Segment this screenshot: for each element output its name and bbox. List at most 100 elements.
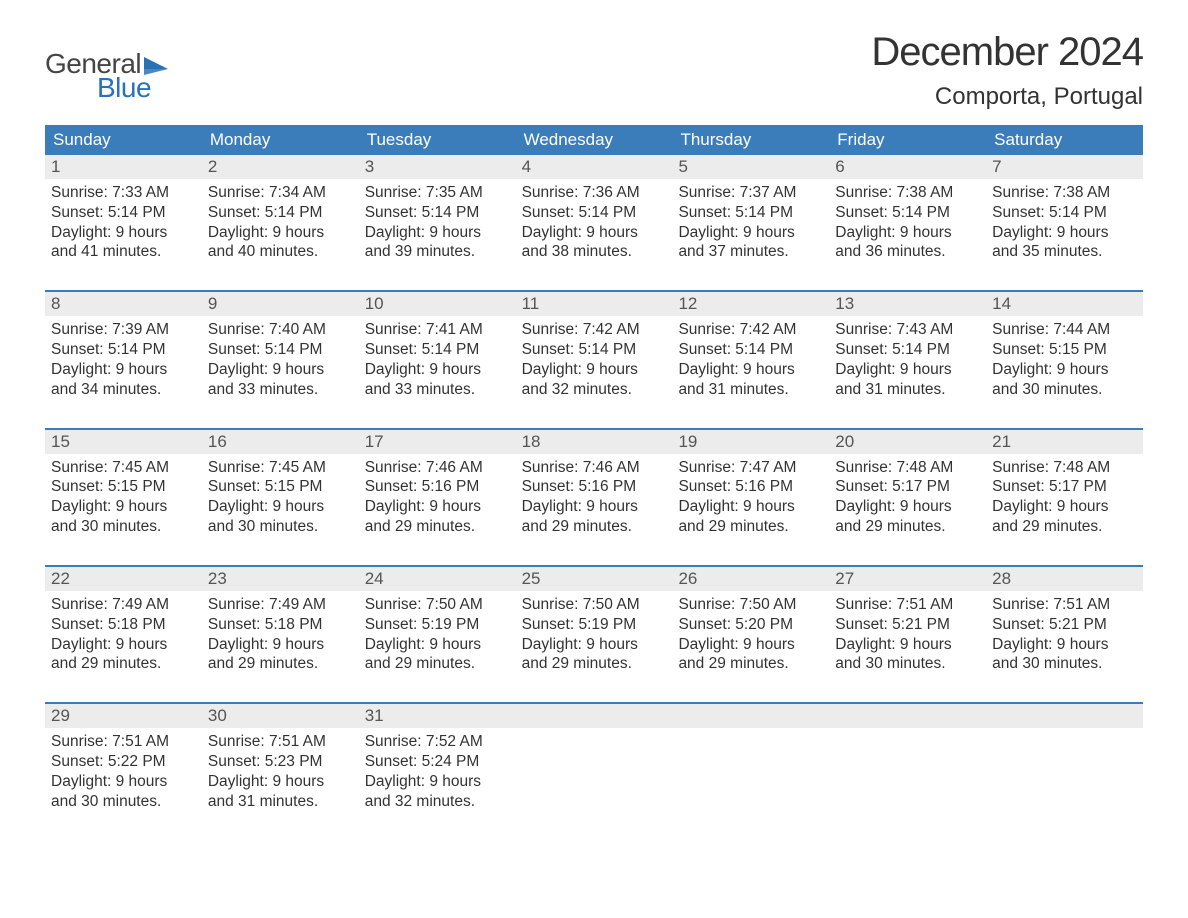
day-content: Sunrise: 7:51 AMSunset: 5:21 PMDaylight:… <box>829 595 986 674</box>
daylight-line: Daylight: 9 hours and 29 minutes. <box>678 635 819 675</box>
sunrise-line: Sunrise: 7:49 AM <box>51 595 192 615</box>
date-cell: 15 <box>45 432 202 452</box>
date-row: 22232425262728 <box>45 567 1143 591</box>
daylight-line: Daylight: 9 hours and 31 minutes. <box>835 360 976 400</box>
day-content: Sunrise: 7:52 AMSunset: 5:24 PMDaylight:… <box>359 732 516 811</box>
day-content <box>829 732 986 811</box>
sunrise-line: Sunrise: 7:38 AM <box>835 183 976 203</box>
sunset-line: Sunset: 5:16 PM <box>522 477 663 497</box>
sunset-line: Sunset: 5:14 PM <box>51 340 192 360</box>
day-content: Sunrise: 7:44 AMSunset: 5:15 PMDaylight:… <box>986 320 1143 399</box>
sunset-line: Sunset: 5:19 PM <box>365 615 506 635</box>
day-content: Sunrise: 7:51 AMSunset: 5:23 PMDaylight:… <box>202 732 359 811</box>
daylight-line: Daylight: 9 hours and 39 minutes. <box>365 223 506 263</box>
daylight-line: Daylight: 9 hours and 36 minutes. <box>835 223 976 263</box>
sunrise-line: Sunrise: 7:38 AM <box>992 183 1133 203</box>
sunrise-line: Sunrise: 7:46 AM <box>365 458 506 478</box>
date-cell: 27 <box>829 569 986 589</box>
day-content: Sunrise: 7:47 AMSunset: 5:16 PMDaylight:… <box>672 458 829 537</box>
date-cell: 30 <box>202 706 359 726</box>
daylight-line: Daylight: 9 hours and 34 minutes. <box>51 360 192 400</box>
day-content <box>516 732 673 811</box>
week-block: 15161718192021Sunrise: 7:45 AMSunset: 5:… <box>45 428 1143 565</box>
date-cell: 24 <box>359 569 516 589</box>
day-content: Sunrise: 7:43 AMSunset: 5:14 PMDaylight:… <box>829 320 986 399</box>
daylight-line: Daylight: 9 hours and 32 minutes. <box>522 360 663 400</box>
date-cell: 9 <box>202 294 359 314</box>
date-cell: 18 <box>516 432 673 452</box>
sunset-line: Sunset: 5:14 PM <box>522 203 663 223</box>
day-content: Sunrise: 7:37 AMSunset: 5:14 PMDaylight:… <box>672 183 829 262</box>
day-content: Sunrise: 7:50 AMSunset: 5:19 PMDaylight:… <box>516 595 673 674</box>
date-cell: 4 <box>516 157 673 177</box>
sunrise-line: Sunrise: 7:43 AM <box>835 320 976 340</box>
daylight-line: Daylight: 9 hours and 30 minutes. <box>992 635 1133 675</box>
calendar: SundayMondayTuesdayWednesdayThursdayFrid… <box>45 125 1143 840</box>
daylight-line: Daylight: 9 hours and 41 minutes. <box>51 223 192 263</box>
sunset-line: Sunset: 5:14 PM <box>835 340 976 360</box>
day-content: Sunrise: 7:49 AMSunset: 5:18 PMDaylight:… <box>45 595 202 674</box>
sunrise-line: Sunrise: 7:37 AM <box>678 183 819 203</box>
date-cell: 20 <box>829 432 986 452</box>
date-cell: 11 <box>516 294 673 314</box>
sunrise-line: Sunrise: 7:44 AM <box>992 320 1133 340</box>
daylight-line: Daylight: 9 hours and 33 minutes. <box>208 360 349 400</box>
date-cell: 12 <box>672 294 829 314</box>
day-header-row: SundayMondayTuesdayWednesdayThursdayFrid… <box>45 125 1143 155</box>
daylight-line: Daylight: 9 hours and 33 minutes. <box>365 360 506 400</box>
date-row: 15161718192021 <box>45 430 1143 454</box>
date-cell: 29 <box>45 706 202 726</box>
sunset-line: Sunset: 5:14 PM <box>51 203 192 223</box>
day-header-cell: Sunday <box>45 130 202 150</box>
sunrise-line: Sunrise: 7:34 AM <box>208 183 349 203</box>
date-cell: 13 <box>829 294 986 314</box>
date-cell: 25 <box>516 569 673 589</box>
day-header-cell: Thursday <box>672 130 829 150</box>
day-content: Sunrise: 7:46 AMSunset: 5:16 PMDaylight:… <box>359 458 516 537</box>
sunrise-line: Sunrise: 7:51 AM <box>51 732 192 752</box>
content-row: Sunrise: 7:51 AMSunset: 5:22 PMDaylight:… <box>45 728 1143 839</box>
sunset-line: Sunset: 5:15 PM <box>51 477 192 497</box>
daylight-line: Daylight: 9 hours and 29 minutes. <box>208 635 349 675</box>
daylight-line: Daylight: 9 hours and 29 minutes. <box>835 497 976 537</box>
page-header: General Blue December 2024 Comporta, Por… <box>45 30 1143 111</box>
day-content: Sunrise: 7:41 AMSunset: 5:14 PMDaylight:… <box>359 320 516 399</box>
sunrise-line: Sunrise: 7:51 AM <box>835 595 976 615</box>
sunset-line: Sunset: 5:14 PM <box>522 340 663 360</box>
content-row: Sunrise: 7:33 AMSunset: 5:14 PMDaylight:… <box>45 179 1143 290</box>
sunrise-line: Sunrise: 7:46 AM <box>522 458 663 478</box>
sunrise-line: Sunrise: 7:33 AM <box>51 183 192 203</box>
date-cell: 17 <box>359 432 516 452</box>
week-block: 293031Sunrise: 7:51 AMSunset: 5:22 PMDay… <box>45 702 1143 839</box>
day-content: Sunrise: 7:34 AMSunset: 5:14 PMDaylight:… <box>202 183 359 262</box>
sunset-line: Sunset: 5:14 PM <box>365 203 506 223</box>
date-cell: 21 <box>986 432 1143 452</box>
sunrise-line: Sunrise: 7:42 AM <box>522 320 663 340</box>
date-cell: 6 <box>829 157 986 177</box>
sunrise-line: Sunrise: 7:50 AM <box>678 595 819 615</box>
sunset-line: Sunset: 5:21 PM <box>992 615 1133 635</box>
date-cell: 23 <box>202 569 359 589</box>
date-cell: 3 <box>359 157 516 177</box>
month-title: December 2024 <box>871 30 1143 75</box>
weeks-container: 1234567Sunrise: 7:33 AMSunset: 5:14 PMDa… <box>45 155 1143 840</box>
day-content: Sunrise: 7:42 AMSunset: 5:14 PMDaylight:… <box>516 320 673 399</box>
sunrise-line: Sunrise: 7:47 AM <box>678 458 819 478</box>
daylight-line: Daylight: 9 hours and 29 minutes. <box>365 497 506 537</box>
daylight-line: Daylight: 9 hours and 30 minutes. <box>208 497 349 537</box>
date-cell: 28 <box>986 569 1143 589</box>
daylight-line: Daylight: 9 hours and 29 minutes. <box>365 635 506 675</box>
daylight-line: Daylight: 9 hours and 29 minutes. <box>992 497 1133 537</box>
sunset-line: Sunset: 5:18 PM <box>208 615 349 635</box>
daylight-line: Daylight: 9 hours and 30 minutes. <box>51 772 192 812</box>
date-row: 1234567 <box>45 155 1143 179</box>
date-cell: 1 <box>45 157 202 177</box>
date-cell: 7 <box>986 157 1143 177</box>
week-block: 891011121314Sunrise: 7:39 AMSunset: 5:14… <box>45 290 1143 427</box>
sunset-line: Sunset: 5:14 PM <box>992 203 1133 223</box>
sunset-line: Sunset: 5:14 PM <box>678 340 819 360</box>
day-content: Sunrise: 7:50 AMSunset: 5:19 PMDaylight:… <box>359 595 516 674</box>
sunrise-line: Sunrise: 7:36 AM <box>522 183 663 203</box>
sunset-line: Sunset: 5:24 PM <box>365 752 506 772</box>
sunset-line: Sunset: 5:17 PM <box>992 477 1133 497</box>
